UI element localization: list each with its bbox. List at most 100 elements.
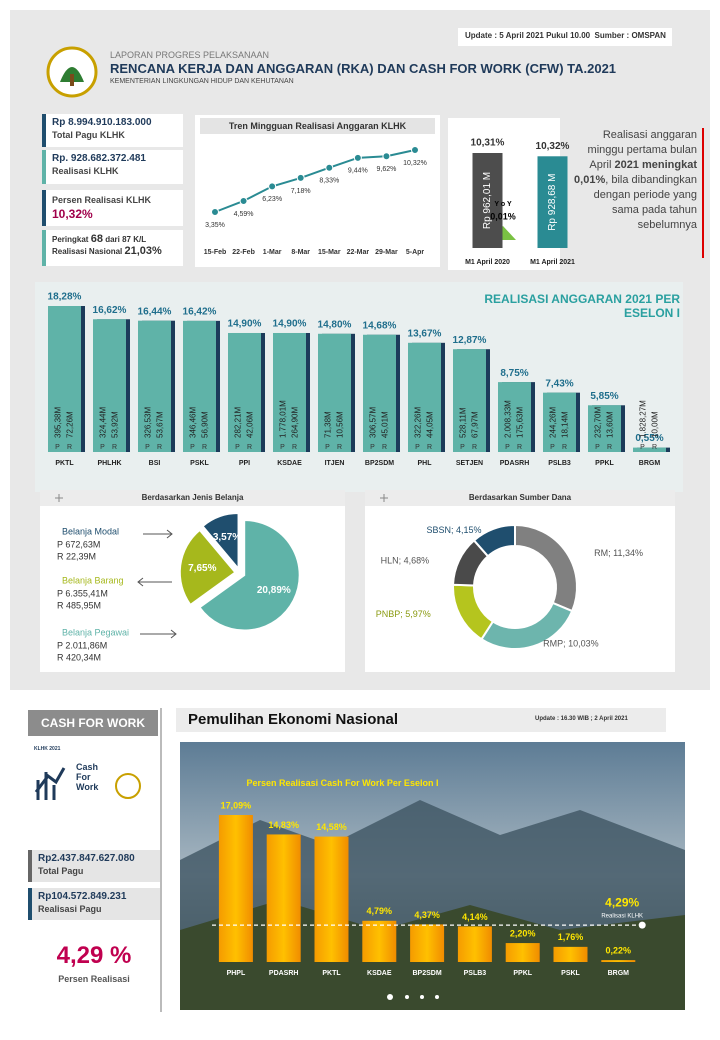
pagu-label: 244,26M (549, 407, 558, 438)
realisasi-label: R 485,95M (57, 600, 101, 610)
x-tick-label: PPI (239, 460, 250, 467)
card-persen: Persen Realisasi KLHK 10,32% (42, 190, 183, 226)
slice (179, 529, 237, 606)
cfw-persen-label: Persen Realisasi (58, 974, 130, 984)
realisasi-label: R 420,34M (57, 652, 101, 662)
x-tick-label: PKTL (55, 460, 74, 467)
update-text: Update : 5 April 2021 Pukul 10.00 (465, 31, 591, 40)
bar (457, 926, 492, 962)
r-letter: R (292, 444, 297, 451)
point (211, 208, 219, 216)
data-label: 9,44% (348, 168, 368, 175)
r-letter: R (427, 444, 432, 451)
p-letter: P (235, 444, 240, 451)
label: Realisasi Nasional (52, 247, 123, 256)
x-tick-label: KSDAE (367, 970, 392, 977)
p-letter: P (190, 444, 195, 451)
x-tick-label: PSLB3 (548, 460, 571, 467)
p-letter: P (595, 444, 600, 451)
x-tick-label: BP2SDM (365, 460, 394, 467)
bar (410, 924, 445, 962)
p-letter: P (415, 444, 420, 451)
cfw-card-realisasi: Rp104.572.849.231 Realisasi Pagu (28, 888, 160, 920)
x-tick-label: 15-Mar (318, 249, 341, 256)
data-label: 6,23% (262, 196, 282, 203)
data-label: 16,62% (93, 305, 127, 316)
x-tick-label: 15-Feb (204, 249, 227, 256)
r-letter: R (157, 444, 162, 451)
data-label: 13,67% (408, 328, 442, 339)
pagu-label: 2.008,33M (504, 400, 513, 438)
bar (543, 392, 576, 452)
x-tick-label: PPKL (595, 460, 614, 467)
r-letter: R (337, 444, 342, 451)
donut-segment (472, 523, 516, 558)
realisasi-label: 13,60M (606, 411, 615, 438)
yoy-value: 0,01% (490, 211, 516, 221)
data-label: Rp 928,68 M (547, 174, 558, 231)
x-tick-label: PDASRH (269, 970, 299, 977)
value: 21,03% (124, 245, 162, 257)
r-letter: R (382, 444, 387, 451)
label: Total Pagu (38, 866, 84, 876)
x-tick-label: PHPL (227, 970, 246, 977)
slice (198, 519, 301, 631)
point (382, 152, 391, 161)
text: For (76, 772, 91, 782)
logo-year: KLHK 2021 (34, 746, 61, 752)
value: 68 (90, 233, 103, 245)
cfw-logo-icon (34, 767, 66, 800)
p-letter: P (505, 444, 510, 451)
point (325, 163, 334, 172)
update-box (458, 28, 672, 46)
segment-label: HLN; 4,68% (381, 556, 430, 566)
trend-line (214, 149, 416, 213)
x-tick-label: PHLHK (97, 460, 121, 467)
bar (601, 960, 636, 962)
card-pagu: Rp 8.994.910.183.000 Total Pagu KLHK (42, 114, 183, 147)
label: Realisasi KLHK (52, 166, 119, 176)
pagu-label: 322,26M (414, 407, 423, 438)
bar (362, 920, 397, 962)
pagu-label: 306,57M (369, 407, 378, 438)
pen-update: Update : 16.30 WIB ; 2 April 2021 (535, 716, 628, 722)
bar (183, 320, 216, 452)
label: Total Pagu KLHK (52, 130, 125, 140)
top-label: 10,31% (471, 138, 505, 149)
x-tick-label: 5-Apr (406, 249, 425, 256)
bar (553, 946, 588, 962)
label: Persen Realisasi KLHK (52, 195, 152, 205)
realisasi-label: 72,26M (66, 411, 75, 438)
text: Realisasi anggaran minggu pertama bulan … (587, 129, 697, 171)
pagu-label: 326,53M (144, 407, 153, 438)
title: RENCANA KERJA DAN ANGGARAN (RKA) DAN CAS… (110, 61, 617, 76)
x-tick-label: ITJEN (325, 460, 345, 467)
card-rank: Peringkat 68 dari 87 K/L Realisasi Nasion… (42, 230, 183, 266)
data-label: 1,76% (558, 932, 584, 942)
pagu-label: 528,11M (459, 407, 468, 438)
bar (453, 349, 486, 452)
data-label: 14,80% (318, 319, 352, 330)
data-label: 14,68% (363, 320, 397, 331)
realisasi-label: 18,14M (561, 411, 570, 438)
slice-label: 7,65% (188, 563, 216, 574)
label: Realisasi Pagu (38, 904, 102, 914)
cfw-title: Persen Realisasi Cash For Work Per Eselo… (246, 778, 439, 788)
donut-title: Berdasarkan Sumber Dana (468, 493, 572, 502)
realisasi-label: 10,56M (336, 411, 345, 438)
realisasi-label: 53,92M (111, 411, 120, 438)
bar (266, 834, 301, 962)
source-text: Sumber : OMSPAN (594, 31, 666, 40)
x-tick-label: PKTL (322, 970, 341, 977)
bar (314, 836, 349, 962)
yoy-label: Y o Y (494, 201, 512, 208)
data-label: 7,43% (545, 378, 573, 389)
data-label: 14,90% (228, 319, 262, 330)
x-tick-label: M1 April 2020 (465, 259, 510, 266)
data-label: 16,44% (138, 306, 172, 317)
pagu-label: 282,21M (234, 407, 243, 438)
data-label: 8,33% (319, 178, 339, 185)
line-title-bar (200, 118, 435, 134)
top-label: 10,32% (536, 141, 570, 152)
